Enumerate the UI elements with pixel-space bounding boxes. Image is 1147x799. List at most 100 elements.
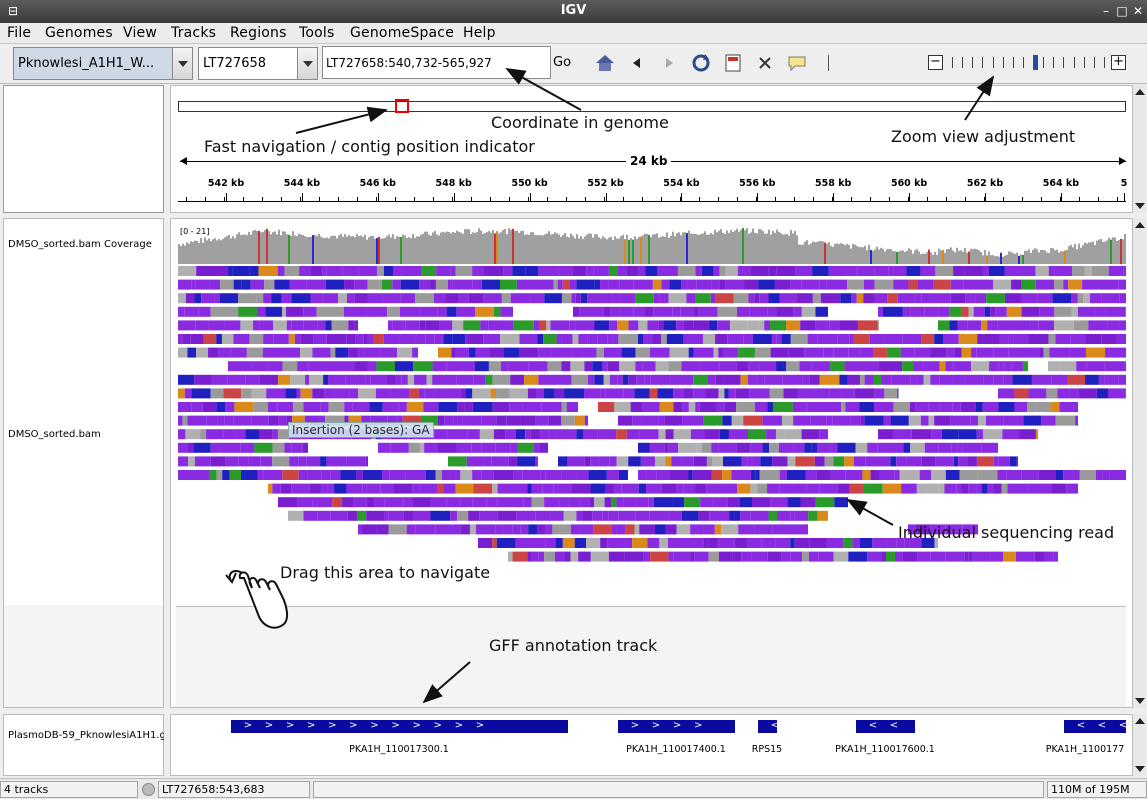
read-segment	[373, 334, 384, 344]
read-segment	[729, 510, 735, 521]
alignment-track-name[interactable]: DMSO_sorted.bam	[8, 429, 101, 440]
zoom-tick[interactable]	[1022, 57, 1024, 68]
refresh-icon[interactable]	[690, 52, 712, 74]
gene-feature[interactable]: <	[758, 720, 777, 733]
gene-feature[interactable]: > > > > > > > > > > > >	[231, 720, 568, 733]
chromosome-dropdown[interactable]: LT727658	[198, 47, 318, 80]
resize-icon[interactable]	[754, 52, 776, 74]
coverage-bar	[574, 238, 576, 264]
read-segment	[455, 347, 469, 358]
zoom-in-button[interactable]: +	[1111, 55, 1126, 70]
data-scrollbar[interactable]	[1132, 218, 1146, 708]
annotation-track-name[interactable]: PlasmoDB-59_PknowlesiA1H1.g	[8, 730, 164, 741]
scroll-down-icon[interactable]	[1135, 698, 1145, 704]
read-segment	[877, 442, 886, 453]
read-segment	[724, 266, 738, 276]
zoom-tick[interactable]	[1104, 57, 1105, 68]
menu-genomes[interactable]: Genomes	[45, 25, 113, 41]
genome-dropdown[interactable]: Pknowlesi_A1H1_W...	[13, 47, 193, 80]
window-menu-icon[interactable]: ⊟	[7, 4, 19, 18]
coverage-bar	[470, 233, 472, 264]
coverage-bar	[956, 247, 958, 264]
coverage-track-name[interactable]: DMSO_sorted.bam Coverage	[8, 239, 152, 250]
maximize-icon[interactable]: □	[1116, 4, 1128, 18]
zoom-tick[interactable]	[1093, 57, 1095, 68]
feature-scrollbar[interactable]	[1132, 714, 1146, 776]
read-segment	[185, 429, 201, 440]
roi-icon[interactable]	[722, 52, 744, 74]
zoom-tick[interactable]	[972, 57, 974, 68]
header-scrollbar[interactable]	[1132, 85, 1146, 213]
scroll-up-icon[interactable]	[1135, 222, 1145, 228]
read-segment	[509, 402, 523, 412]
coverage-bar	[544, 234, 546, 264]
menu-view[interactable]: View	[123, 25, 158, 41]
empty-track-area[interactable]	[176, 607, 1126, 707]
menu-regions[interactable]: Regions	[230, 25, 287, 41]
menu-tracks[interactable]: Tracks	[171, 25, 217, 41]
chromosome-ideogram[interactable]	[178, 101, 1126, 112]
zoom-tick[interactable]	[1063, 57, 1065, 68]
read-segment	[273, 334, 289, 344]
coverage-bar	[1052, 248, 1054, 264]
gene-feature[interactable]: > > > >	[618, 720, 735, 733]
menu-tools[interactable]: Tools	[299, 25, 335, 41]
zoom-tick[interactable]	[952, 57, 953, 68]
read-segment	[389, 470, 406, 480]
gene-feature[interactable]: < <	[856, 720, 915, 733]
zoom-tick[interactable]	[992, 57, 994, 68]
alignment-track[interactable]	[178, 266, 1126, 566]
coverage-bar	[230, 238, 232, 264]
zoom-tick[interactable]	[962, 57, 964, 68]
read-segment	[787, 497, 801, 508]
read-segment	[921, 456, 936, 467]
zoom-tick[interactable]	[982, 57, 984, 68]
coverage-track[interactable]	[178, 222, 1126, 264]
current-region-indicator[interactable]	[395, 99, 409, 113]
read-segment	[1014, 402, 1028, 412]
zoom-out-button[interactable]: −	[928, 55, 943, 70]
ruler-minor-tick	[927, 197, 928, 201]
read-segment	[612, 334, 619, 344]
menu-file[interactable]: File	[7, 25, 32, 41]
read-segment	[607, 334, 613, 344]
coverage-bar	[372, 235, 374, 264]
scroll-up-icon[interactable]	[1135, 718, 1145, 724]
forward-icon[interactable]	[658, 52, 680, 74]
back-icon[interactable]	[626, 52, 648, 74]
zoom-widget[interactable]: − +	[928, 53, 1128, 73]
read-segment	[463, 320, 481, 331]
read-segment	[512, 361, 529, 372]
read-segment	[1085, 334, 1102, 344]
chevron-down-icon[interactable]	[297, 48, 317, 79]
ruler-minor-tick	[851, 197, 852, 201]
chevron-down-icon[interactable]	[172, 48, 192, 79]
close-icon[interactable]: ✕	[1132, 4, 1144, 18]
coverage-bar	[550, 234, 552, 264]
zoom-tick[interactable]	[1012, 57, 1014, 68]
gene-feature[interactable]: < < <	[1064, 720, 1126, 733]
read-segment	[909, 402, 916, 412]
popup-text-icon[interactable]	[786, 52, 808, 74]
go-button[interactable]: Go	[553, 55, 572, 70]
zoom-tick[interactable]	[1043, 57, 1045, 68]
menu-genomespace[interactable]: GenomeSpace	[350, 25, 455, 41]
minimize-icon[interactable]: –	[1103, 4, 1109, 18]
menu-help[interactable]: Help	[463, 25, 496, 41]
read-segment	[808, 551, 819, 562]
coverage-bar	[834, 244, 836, 264]
scroll-up-icon[interactable]	[1135, 89, 1145, 95]
read-segment	[723, 347, 739, 358]
zoom-tick[interactable]	[1073, 57, 1075, 68]
read-segment	[541, 279, 554, 290]
coverage-bar	[350, 236, 352, 264]
scroll-down-icon[interactable]	[1135, 203, 1145, 209]
zoom-tick[interactable]	[1053, 57, 1055, 68]
coverage-bar	[360, 235, 362, 264]
zoom-tick[interactable]	[1002, 57, 1004, 68]
home-icon[interactable]	[594, 52, 616, 74]
scroll-down-icon[interactable]	[1135, 766, 1145, 772]
zoom-tick[interactable]	[1083, 57, 1085, 68]
zoom-level-thumb[interactable]	[1033, 55, 1039, 70]
hand-drag-icon	[225, 570, 289, 629]
